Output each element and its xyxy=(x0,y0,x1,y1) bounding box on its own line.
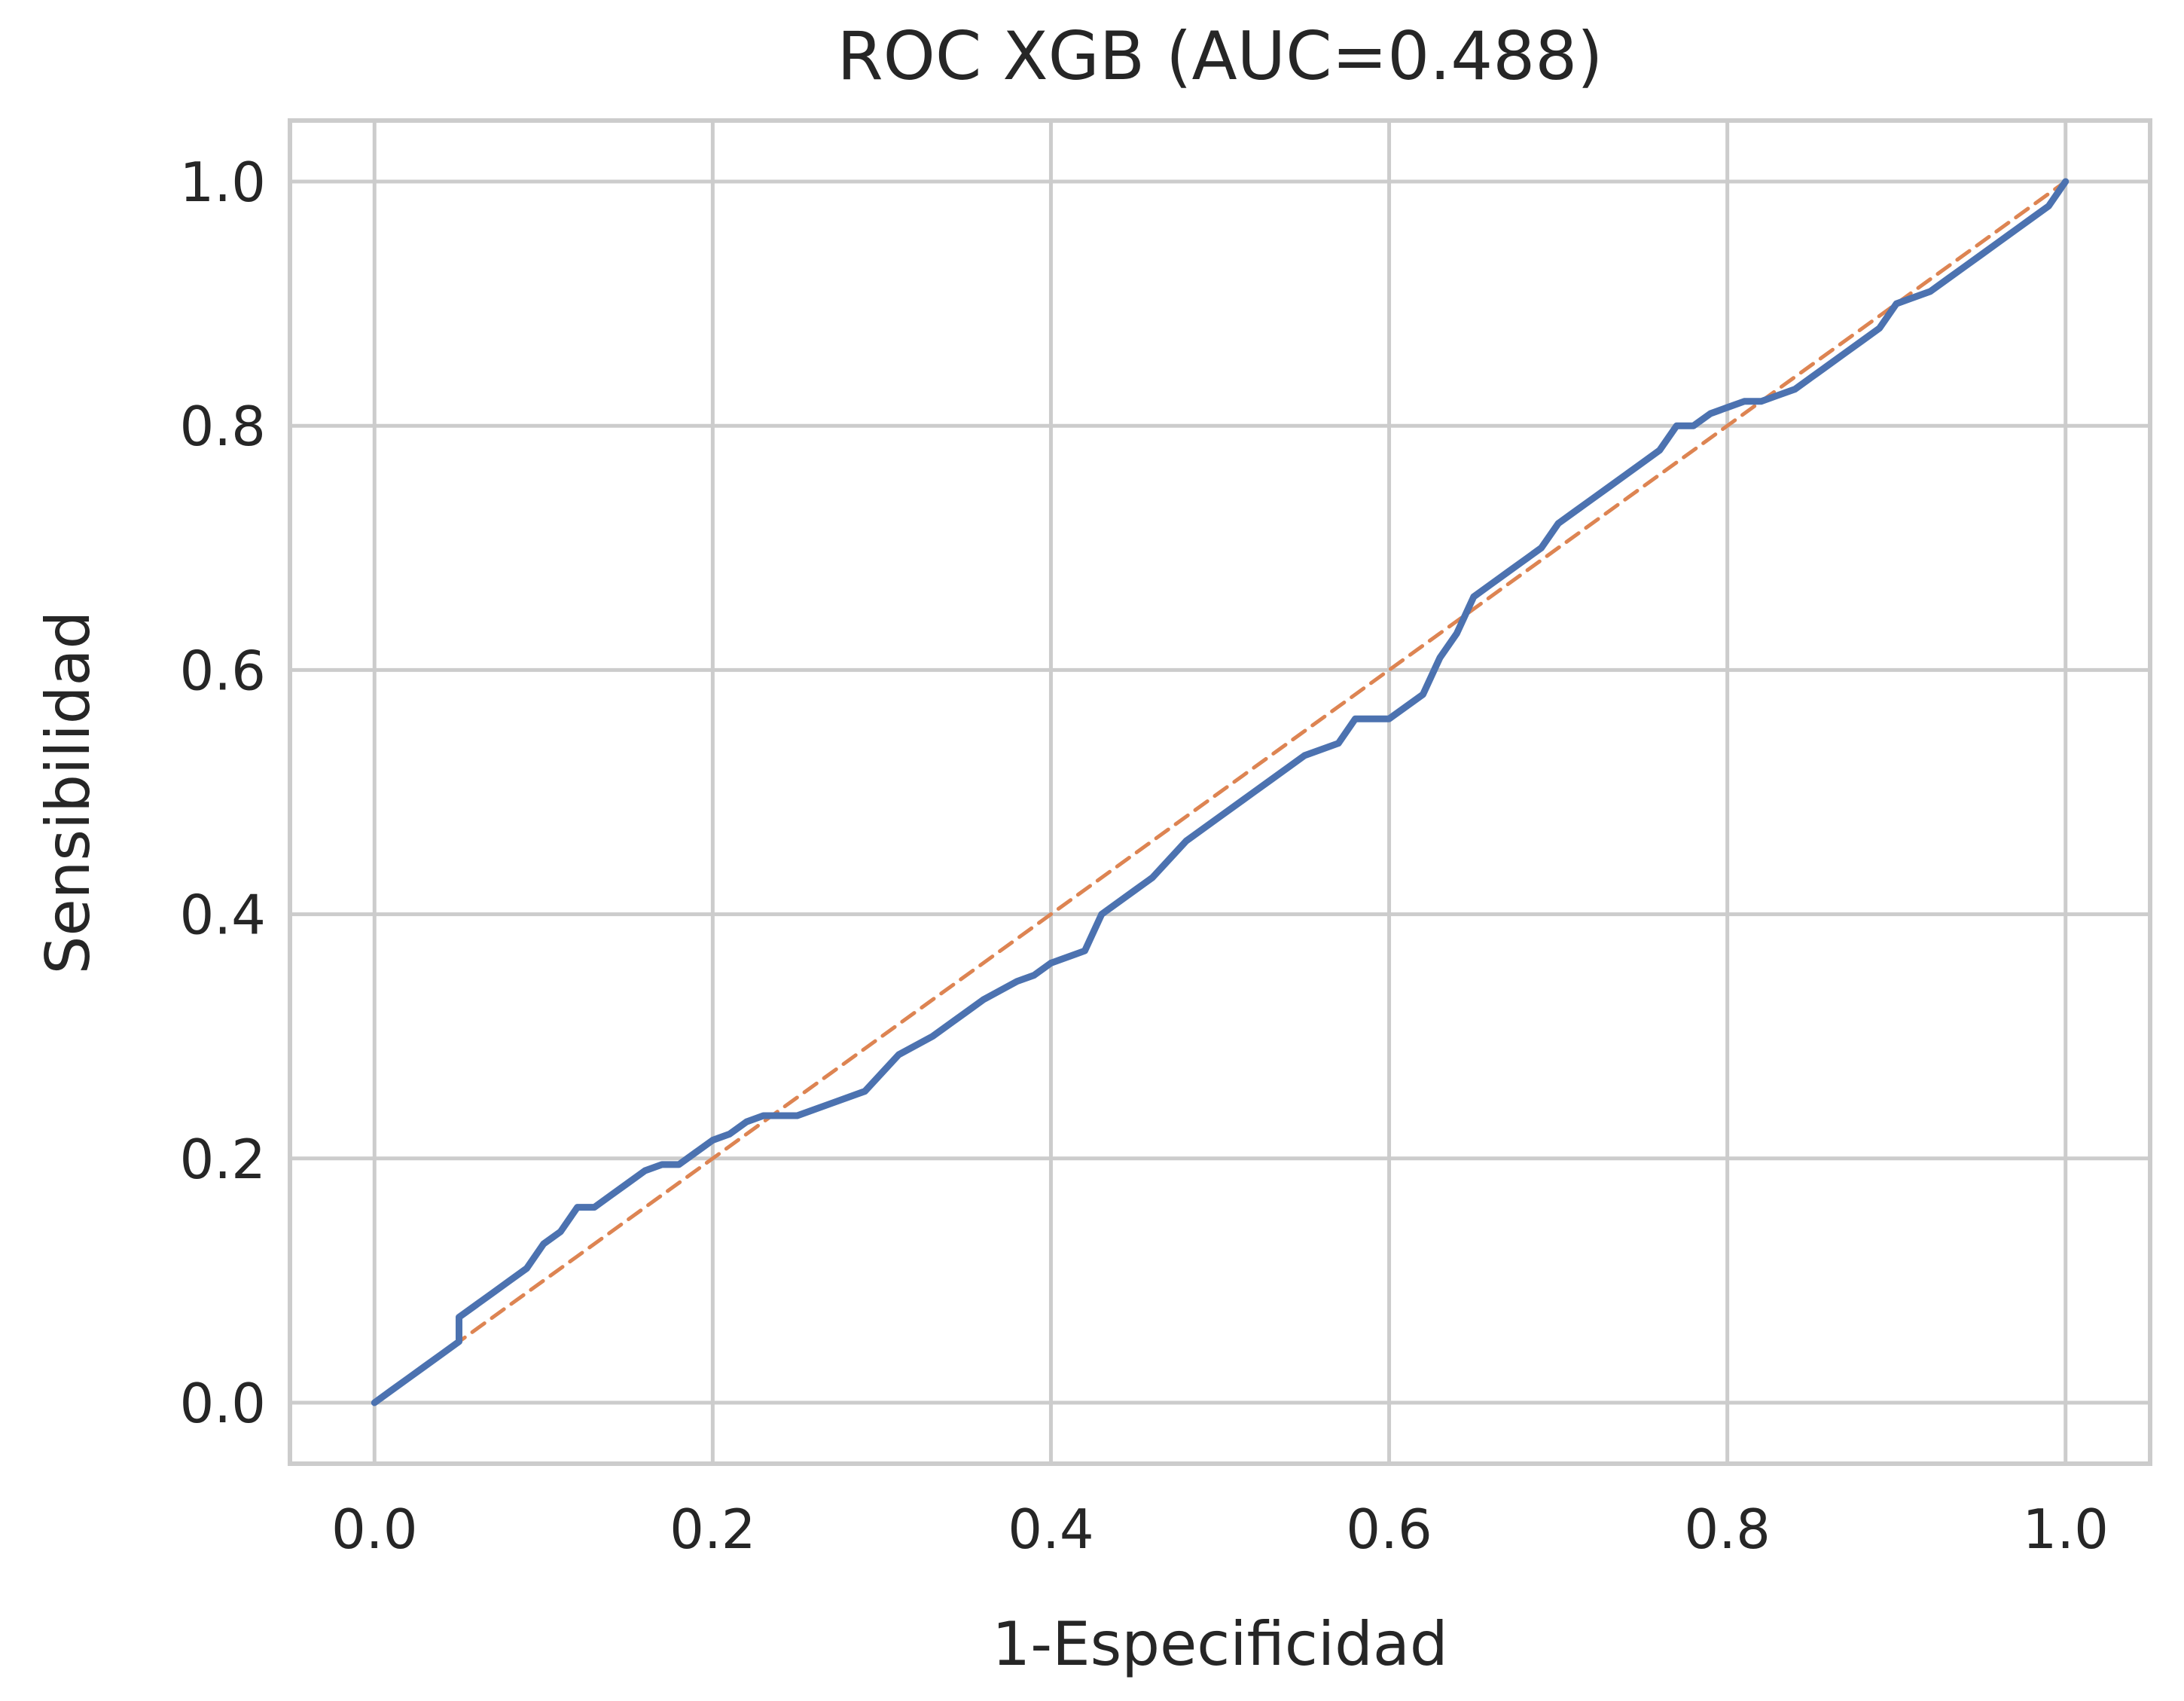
roc-curve-line xyxy=(371,178,2070,1406)
y-tick-label: 0.2 xyxy=(179,1128,266,1191)
x-tick-label: 1.0 xyxy=(2022,1498,2109,1561)
x-axis-label: 1-Especificidad xyxy=(992,1609,1447,1679)
reference-diagonal-line xyxy=(372,179,2068,1405)
x-tick-label: 0.0 xyxy=(331,1498,418,1561)
chart-title: ROC XGB (AUC=0.488) xyxy=(837,17,1603,95)
series-layer xyxy=(371,178,2070,1406)
x-tick-label: 0.2 xyxy=(670,1498,756,1561)
y-tick-label: 0.4 xyxy=(179,884,266,947)
y-tick-label: 0.0 xyxy=(179,1372,266,1435)
x-tick-labels: 0.0 0.2 0.4 0.6 0.8 1.0 xyxy=(331,1498,2109,1561)
x-tick-label: 0.6 xyxy=(1346,1498,1432,1561)
y-axis-label: Sensibilidad xyxy=(33,611,103,975)
plot-frame xyxy=(288,118,2152,1466)
x-tick-label: 0.8 xyxy=(1684,1498,1771,1561)
y-tick-label: 0.8 xyxy=(179,395,266,458)
y-tick-labels: 0.0 0.2 0.4 0.6 0.8 1.0 xyxy=(179,151,266,1435)
grid xyxy=(290,121,2150,1464)
y-tick-label: 1.0 xyxy=(179,151,266,214)
x-tick-label: 0.4 xyxy=(1008,1498,1094,1561)
y-tick-label: 0.6 xyxy=(179,639,266,702)
